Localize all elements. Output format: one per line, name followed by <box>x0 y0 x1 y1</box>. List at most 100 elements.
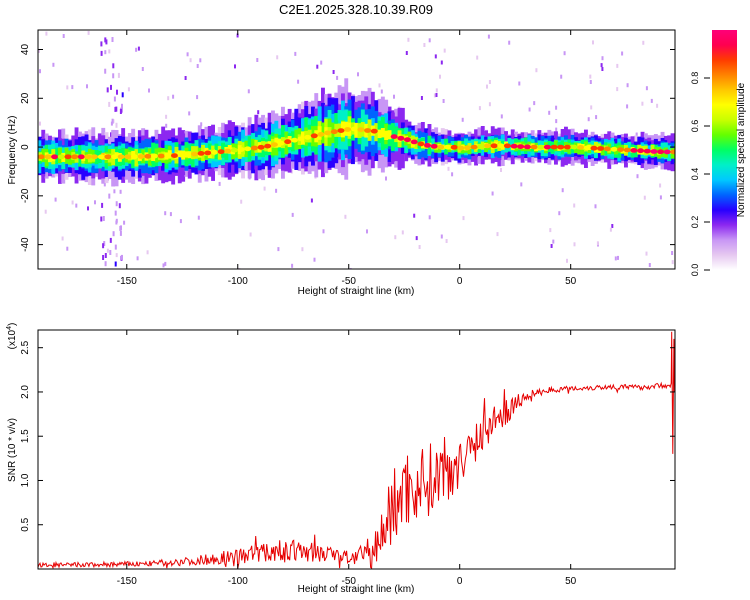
spectrogram-peak <box>324 130 332 136</box>
spectrogram-noise-cell <box>435 88 438 93</box>
spectrogram-peak <box>437 144 445 150</box>
spectrogram-peak <box>543 144 551 150</box>
spectrogram-noise-cell <box>645 86 648 91</box>
spectrogram-noise-cell <box>108 193 111 199</box>
spectrogram-noise-cell <box>614 256 617 261</box>
spectrogram-noise-cell <box>659 195 662 200</box>
spectrogram-noise-cell <box>447 166 450 171</box>
spectrogram-noise-cell <box>121 92 124 98</box>
spectrogram-peak <box>590 145 598 151</box>
spectrogram-noise-cell <box>104 68 107 74</box>
spectrogram-noise-cell <box>115 201 118 207</box>
spectrogram-noise-cell <box>164 211 167 216</box>
spectrogram-peak <box>643 148 651 154</box>
spectrogram-noise-cell <box>61 236 64 241</box>
spectrogram-peak <box>44 154 52 160</box>
spectrogram-noise-cell <box>535 68 538 73</box>
spectrogram-noise-cell <box>39 69 41 74</box>
spectrogram-noise-cell <box>169 212 172 217</box>
spectrogram-noise-cell <box>491 191 494 196</box>
spectrogram-peak <box>117 154 125 160</box>
spectrogram-xlabel: Height of straight line (km) <box>298 286 415 297</box>
spectrogram-noise-cell <box>137 46 140 51</box>
spectrogram-noise-cell <box>435 93 438 97</box>
spectrogram-peak <box>637 148 645 154</box>
spectrogram-peak <box>630 148 638 153</box>
spectrogram-noise-cell <box>71 85 74 90</box>
spectrogram-noise-cell <box>656 103 659 108</box>
colorbar-label: Normalized spectral amplitude <box>736 82 747 217</box>
spectrogram-noise-cell <box>45 31 48 36</box>
spectrogram-noise-cell <box>113 96 116 102</box>
spectrogram-noise-cell <box>428 38 431 43</box>
spectrogram-peak <box>297 136 305 142</box>
spectrogram-noise-cell <box>573 242 576 247</box>
spectrogram-noise-cell <box>102 216 105 221</box>
spectrogram-peak <box>517 144 525 150</box>
spectrogram-noise-cell <box>596 241 599 246</box>
snr-ytick-label: 2.0 <box>20 385 31 399</box>
spectrogram-peak <box>444 144 451 150</box>
spectrogram-xtick-label: -50 <box>342 276 357 287</box>
colorbar-tick-label: 0.0 <box>690 264 700 277</box>
spectrogram-noise-cell <box>111 118 114 124</box>
spectrogram-peak <box>91 154 99 160</box>
spectrogram-noise-cell <box>108 49 111 54</box>
spectrogram-noise-cell <box>650 98 653 103</box>
spectrogram-xtick-label: 50 <box>565 276 577 287</box>
spectrogram-peak <box>477 143 485 149</box>
spectrogram-peak <box>131 154 138 160</box>
spectrogram-peak <box>384 132 392 137</box>
spectrogram-peak <box>670 149 675 155</box>
spectrogram-peak <box>650 149 658 154</box>
spectrogram-peak <box>151 153 158 159</box>
spectrogram-peak <box>457 145 465 151</box>
spectrogram-peak <box>597 146 605 151</box>
spectrogram-noise-cell <box>635 132 638 137</box>
spectrogram-noise-cell <box>136 256 139 261</box>
spectrogram-noise-cell <box>560 74 563 79</box>
spectrogram-peak <box>157 153 165 159</box>
spectrogram-peak <box>417 141 425 147</box>
spectrogram-noise-cell <box>101 202 104 208</box>
spectrogram-noise-cell <box>405 51 408 55</box>
spectrogram-noise-cell <box>488 80 491 84</box>
spectrogram-peak <box>144 153 152 159</box>
snr-xtick-label: -150 <box>117 576 137 587</box>
spectrogram-peak <box>290 137 298 143</box>
spectrogram-noise-cell <box>100 216 103 222</box>
spectrogram-noise-cell <box>297 79 300 84</box>
spectrogram-noise-cell <box>135 47 138 52</box>
spectrogram-noise-cell <box>440 60 443 65</box>
spectrogram-peak <box>563 144 571 150</box>
spectrogram-peak <box>350 126 358 132</box>
spectrogram-peak <box>570 144 578 150</box>
spectrogram-noise-cell <box>71 200 74 205</box>
spectrogram-noise-cell <box>626 104 629 109</box>
spectrogram-noise-cell <box>641 101 644 106</box>
spectrogram-noise-cell <box>113 189 116 194</box>
spectrogram-noise-cell <box>587 117 590 122</box>
spectrogram-noise-cell <box>385 176 387 181</box>
spectrogram-noise-cell <box>316 64 319 69</box>
spectrogram-peak <box>404 137 411 143</box>
spectrogram-noise-cell <box>601 67 604 71</box>
spectrogram-noise-cell <box>322 229 325 234</box>
spectrogram-peak <box>657 149 665 155</box>
colorbar-gradient <box>712 30 737 270</box>
spectrogram-noise-cell <box>423 43 426 47</box>
spectrogram-peak <box>184 152 192 157</box>
spectrogram-noise-cell <box>378 83 381 88</box>
spectrogram-noise-cell <box>442 99 445 103</box>
spectrogram-noise-cell <box>440 234 443 239</box>
spectrogram-noise-cell <box>601 56 604 61</box>
spectrogram-noise-cell <box>277 247 280 252</box>
spectrogram-noise-cell <box>104 50 107 55</box>
snr-xtick-label: -50 <box>342 576 357 587</box>
spectrogram-noise-cell <box>310 198 313 203</box>
spectrogram-peak <box>164 153 172 159</box>
spectrogram-noise-cell <box>114 106 117 112</box>
spectrogram-noise-cell <box>290 169 293 174</box>
spectrogram-peak <box>77 154 85 160</box>
